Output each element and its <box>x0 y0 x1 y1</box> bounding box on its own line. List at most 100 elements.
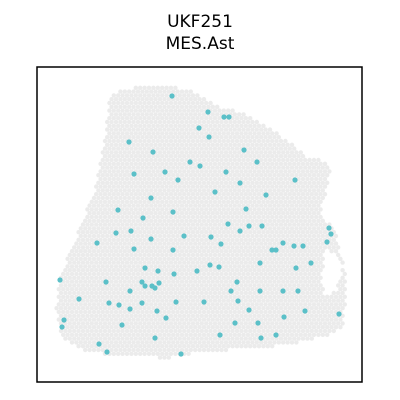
tissue-spot <box>151 93 156 98</box>
tissue-spot <box>122 279 128 284</box>
tissue-spot <box>140 317 145 322</box>
tissue-spot <box>173 131 178 136</box>
tissue-spot <box>72 268 77 273</box>
tissue-spot <box>166 188 171 193</box>
tissue-spot <box>221 290 226 296</box>
tissue-spot <box>164 199 169 204</box>
tissue-spot <box>199 176 204 182</box>
tissue-spot <box>241 203 246 208</box>
tissue-spot <box>314 245 319 250</box>
tissue-spot <box>261 184 266 189</box>
tissue-spot <box>109 309 114 315</box>
tissue-spot <box>281 142 286 147</box>
tissue-spot <box>131 256 136 261</box>
tissue-spot <box>223 309 229 315</box>
highlighted-spot <box>171 271 177 277</box>
tissue-spot <box>120 268 125 273</box>
tissue-spot <box>248 169 253 174</box>
tissue-spot <box>63 298 68 303</box>
tissue-spot <box>254 256 259 261</box>
tissue-spot <box>195 306 200 311</box>
tissue-spot <box>287 260 292 265</box>
tissue-spot <box>309 222 314 227</box>
tissue-spot <box>131 112 136 117</box>
highlighted-spot <box>255 320 261 326</box>
tissue-spot <box>248 138 253 144</box>
tissue-spot <box>265 283 270 288</box>
tissue-spot <box>61 332 66 337</box>
tissue-spot <box>168 192 174 197</box>
tissue-spot <box>204 131 209 136</box>
tissue-spot <box>177 138 182 144</box>
tissue-spot <box>276 218 281 223</box>
tissue-spot <box>98 328 103 334</box>
tissue-spot <box>285 294 290 299</box>
tissue-spot <box>85 344 90 349</box>
tissue-spot <box>237 332 242 337</box>
tissue-spot <box>329 317 334 322</box>
tissue-spot <box>212 108 218 113</box>
tissue-spot <box>265 313 270 318</box>
tissue-spot <box>252 184 257 189</box>
tissue-spot <box>263 157 268 163</box>
tissue-spot <box>276 150 281 155</box>
tissue-spot <box>314 260 319 265</box>
tissue-spot <box>129 176 134 182</box>
tissue-spot <box>285 157 290 163</box>
tissue-spot <box>212 328 218 334</box>
tissue-spot <box>122 104 128 110</box>
tissue-spot <box>164 290 169 296</box>
tissue-spot <box>113 279 119 284</box>
tissue-spot <box>197 264 202 269</box>
tissue-spot <box>287 290 292 296</box>
tissue-spot <box>78 271 84 277</box>
tissue-spot <box>311 173 317 178</box>
tissue-spot <box>146 351 152 356</box>
tissue-spot <box>182 100 187 106</box>
tissue-spot <box>327 169 332 174</box>
tissue-spot <box>76 290 81 296</box>
tissue-spot <box>204 123 209 128</box>
tissue-spot <box>217 306 222 311</box>
tissue-spot <box>85 245 90 250</box>
tissue-spot <box>91 211 97 216</box>
tissue-spot <box>113 104 119 110</box>
tissue-spot <box>111 192 117 197</box>
tissue-spot <box>171 165 176 170</box>
tissue-spot <box>243 154 248 159</box>
tissue-spot <box>215 165 220 170</box>
tissue-spot <box>265 138 270 144</box>
tissue-spot <box>309 275 314 280</box>
tissue-spot <box>146 260 152 265</box>
tissue-spot <box>113 112 119 117</box>
tissue-spot <box>149 180 154 185</box>
tissue-spot <box>314 230 319 235</box>
tissue-spot <box>129 321 134 326</box>
tissue-spot <box>197 317 202 322</box>
tissue-spot <box>177 298 182 303</box>
tissue-spot <box>221 131 226 136</box>
tissue-spot <box>149 142 154 147</box>
tissue-spot <box>186 214 191 220</box>
tissue-spot <box>151 268 156 273</box>
tissue-spot <box>204 138 209 144</box>
tissue-spot <box>208 100 213 106</box>
tissue-spot <box>184 241 189 246</box>
tissue-spot <box>320 233 325 239</box>
tissue-spot <box>212 184 218 189</box>
tissue-spot <box>219 233 224 239</box>
tissue-spot <box>72 260 77 265</box>
tissue-spot <box>142 85 147 91</box>
tissue-spot <box>116 336 121 341</box>
tissue-spot <box>215 173 220 178</box>
tissue-spot <box>138 146 143 151</box>
tissue-spot <box>138 230 143 235</box>
tissue-spot <box>289 195 295 201</box>
tissue-spot <box>316 203 321 208</box>
tissue-spot <box>311 180 317 185</box>
tissue-spot <box>210 302 215 307</box>
tissue-spot <box>149 173 154 178</box>
tissue-spot <box>102 306 108 311</box>
tissue-spot <box>245 294 251 299</box>
tissue-spot <box>120 252 125 258</box>
